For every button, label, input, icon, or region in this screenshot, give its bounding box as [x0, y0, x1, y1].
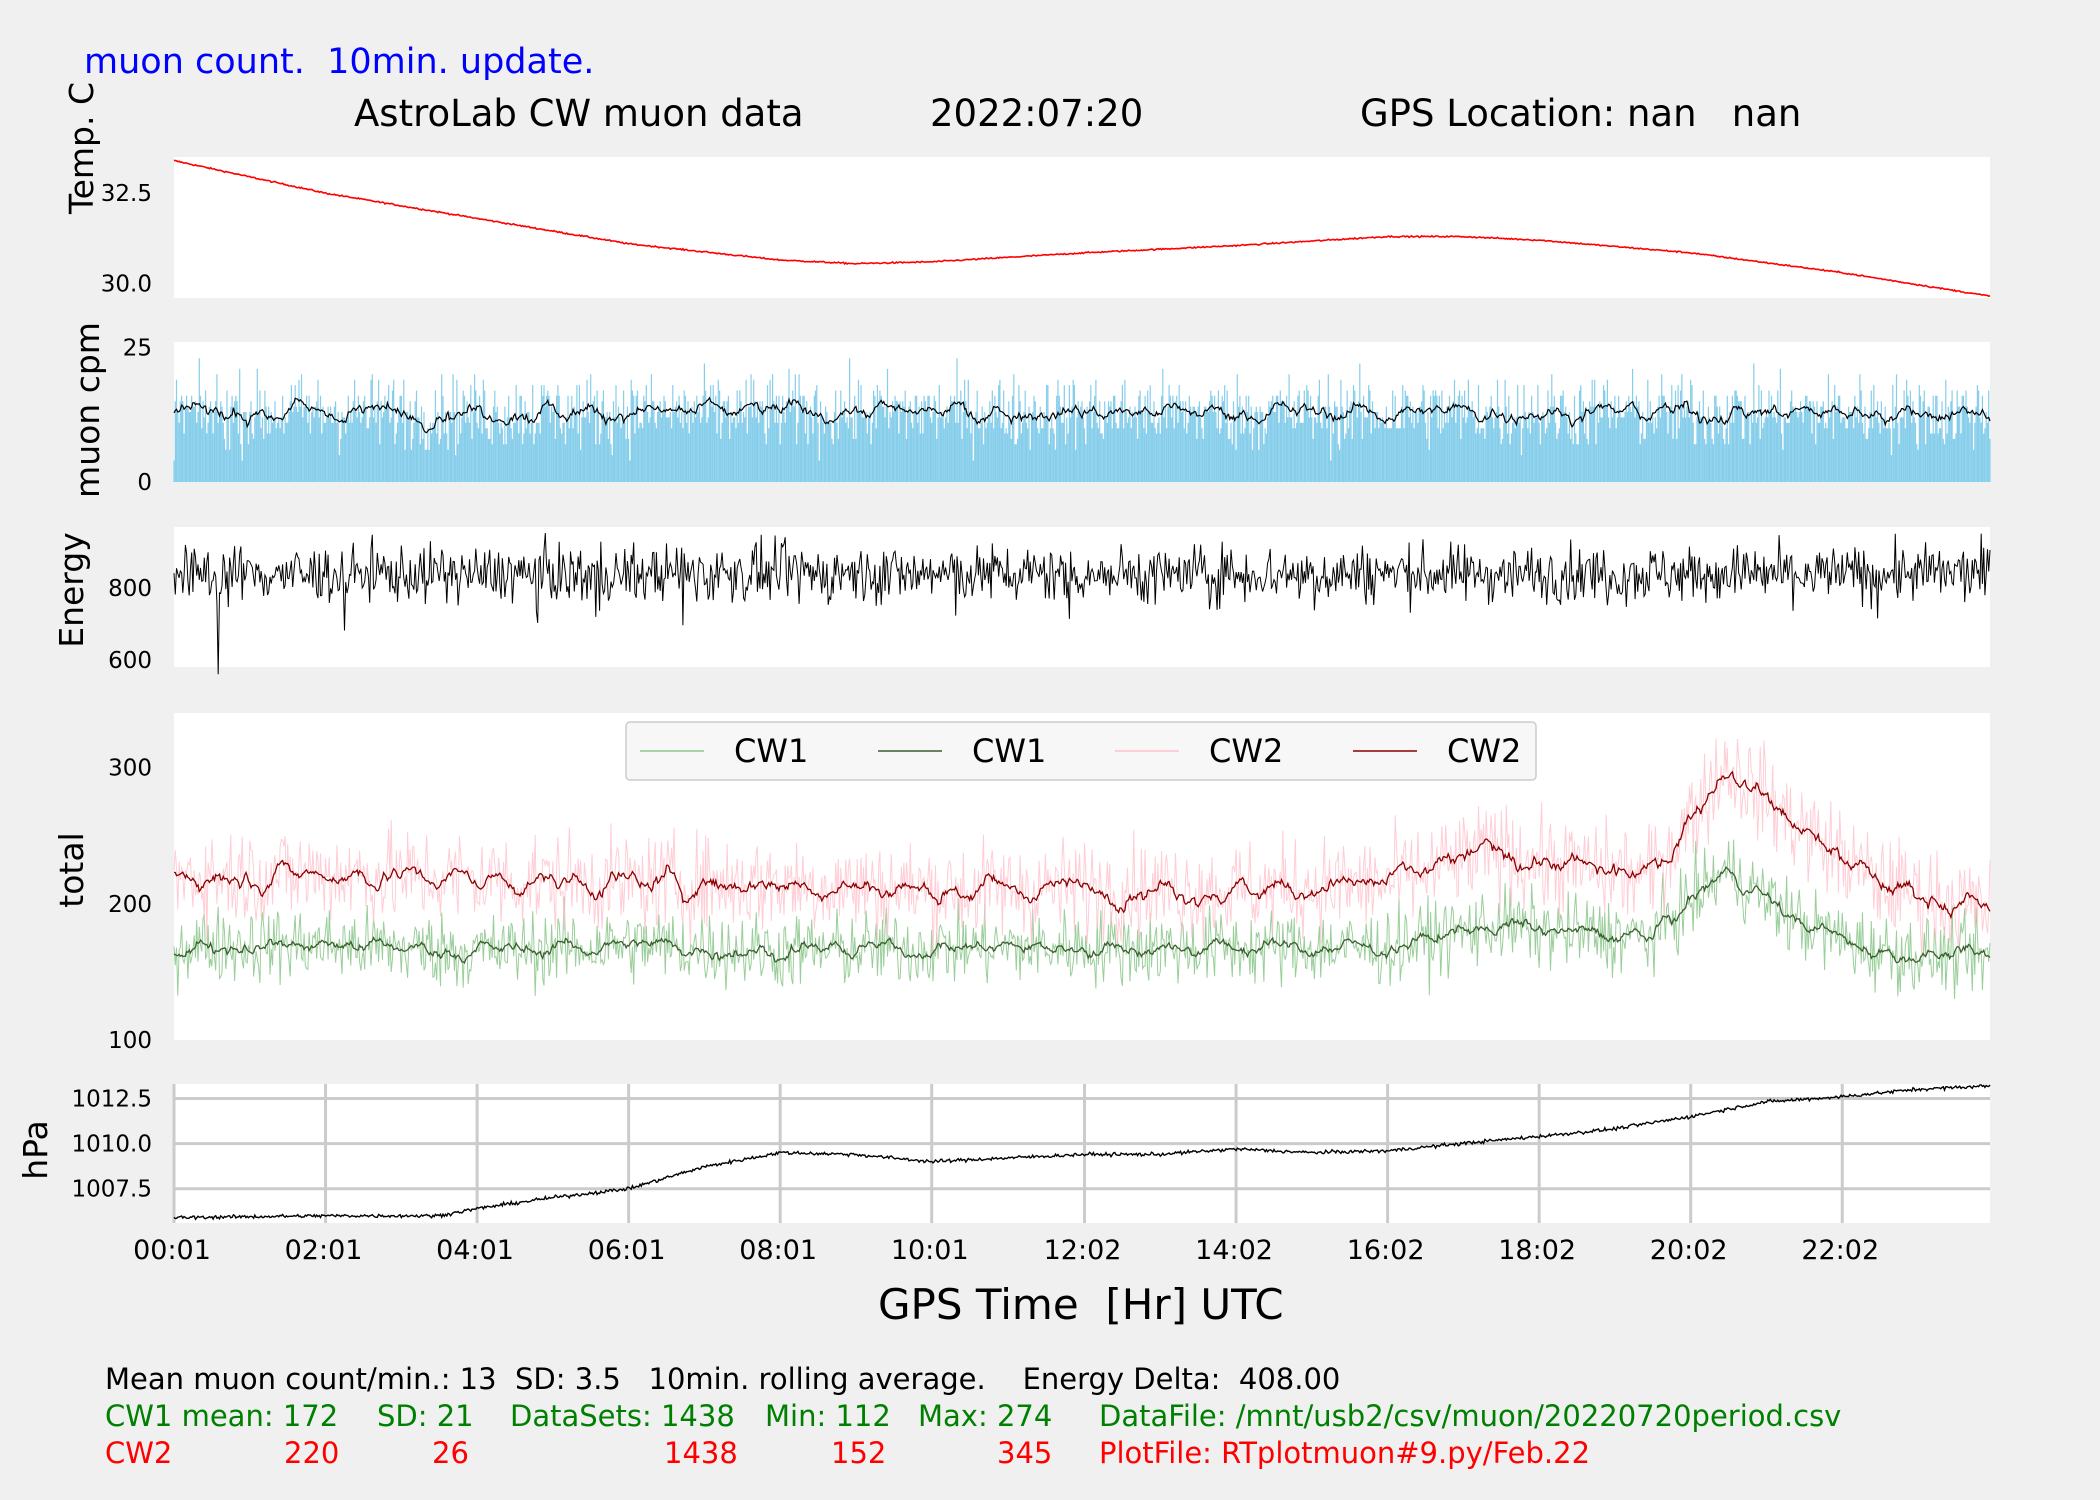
plotfile: PlotFile: RTplotmuon#9.py/Feb.22: [1099, 1436, 1591, 1470]
legend-label-1: CW1: [972, 732, 1046, 770]
x-tick-0: 00:01: [133, 1235, 211, 1266]
energy-panel: [174, 527, 1990, 667]
x-tick-3: 06:01: [588, 1235, 666, 1266]
cw2-mean: 220: [284, 1436, 340, 1470]
temp-panel: [174, 157, 1990, 298]
muon-tick-1: 25: [123, 335, 152, 361]
pressure-tick-2: 1012.5: [72, 1086, 152, 1112]
cw2-raw-line: [173, 738, 1991, 958]
x-tick-6: 12:02: [1044, 1235, 1122, 1266]
x-tick-10: 20:02: [1650, 1235, 1728, 1266]
temp-line: [173, 159, 1991, 297]
energy-ylabel: Energy: [52, 532, 91, 648]
pressure-ylabel: hPa: [16, 1120, 55, 1180]
stats-line-1: Mean muon count/min.: 13 SD: 3.5 10min. …: [105, 1362, 1341, 1396]
cw1-sd: SD: 21: [377, 1399, 474, 1433]
legend-label-0: CW1: [734, 732, 808, 770]
energy-tick-0: 600: [108, 648, 152, 674]
cw2-sd: 26: [432, 1436, 469, 1470]
legend-box: [625, 721, 1537, 781]
x-tick-4: 08:01: [739, 1235, 817, 1266]
cw2-average-line: [173, 770, 1991, 920]
pressure-tick-1: 1010.0: [72, 1132, 152, 1158]
x-tick-11: 22:02: [1801, 1235, 1879, 1266]
cw2-datasets: 1438: [664, 1436, 738, 1470]
gps-location: GPS Location: nan nan: [1360, 92, 1802, 135]
x-tick-8: 16:02: [1347, 1235, 1425, 1266]
total-ylabel: total: [52, 832, 91, 908]
cw1-min: Min: 112: [765, 1399, 891, 1433]
pressure-tick-0: 1007.5: [72, 1177, 152, 1203]
cw2-label: CW2: [105, 1436, 173, 1470]
x-tick-9: 18:02: [1498, 1235, 1576, 1266]
cw1-mean: CW1 mean: 172: [105, 1399, 339, 1433]
datafile: DataFile: /mnt/usb2/csv/muon/20220720per…: [1099, 1399, 1842, 1433]
cw2-min: 152: [831, 1436, 887, 1470]
energy-tick-1: 800: [108, 576, 152, 602]
legend-label-2: CW2: [1209, 732, 1283, 770]
x-tick-5: 10:01: [891, 1235, 969, 1266]
x-tick-1: 02:01: [285, 1235, 363, 1266]
total-tick-0: 100: [108, 1028, 152, 1054]
temp-ylabel: Temp. C: [62, 82, 101, 214]
temp-tick-1: 32.5: [101, 181, 152, 207]
pressure-line: [173, 1084, 1991, 1221]
x-tick-2: 04:01: [436, 1235, 514, 1266]
legend-label-3: CW2: [1447, 732, 1521, 770]
muon-average-line: [173, 396, 1991, 434]
chart-title: AstroLab CW muon data: [354, 92, 804, 135]
muon-tick-0: 0: [137, 470, 152, 496]
total-tick-1: 200: [108, 892, 152, 918]
muon-bars: [173, 358, 1991, 482]
temp-tick-0: 30.0: [101, 272, 152, 298]
x-axis-label: GPS Time [Hr] UTC: [878, 1280, 1284, 1329]
total-tick-2: 300: [108, 756, 152, 782]
cw1-max: Max: 274: [918, 1399, 1053, 1433]
cw1-raw-line: [173, 839, 1991, 1000]
update-note: muon count. 10min. update.: [84, 42, 595, 82]
energy-line: [173, 532, 1991, 675]
chart-date: 2022:07:20: [930, 92, 1144, 135]
cw1-average-line: [173, 866, 1991, 964]
x-tick-7: 14:02: [1195, 1235, 1273, 1266]
cw1-datasets: DataSets: 1438: [510, 1399, 735, 1433]
cw2-max: 345: [997, 1436, 1053, 1470]
muon-ylabel: muon cpm: [68, 322, 107, 498]
